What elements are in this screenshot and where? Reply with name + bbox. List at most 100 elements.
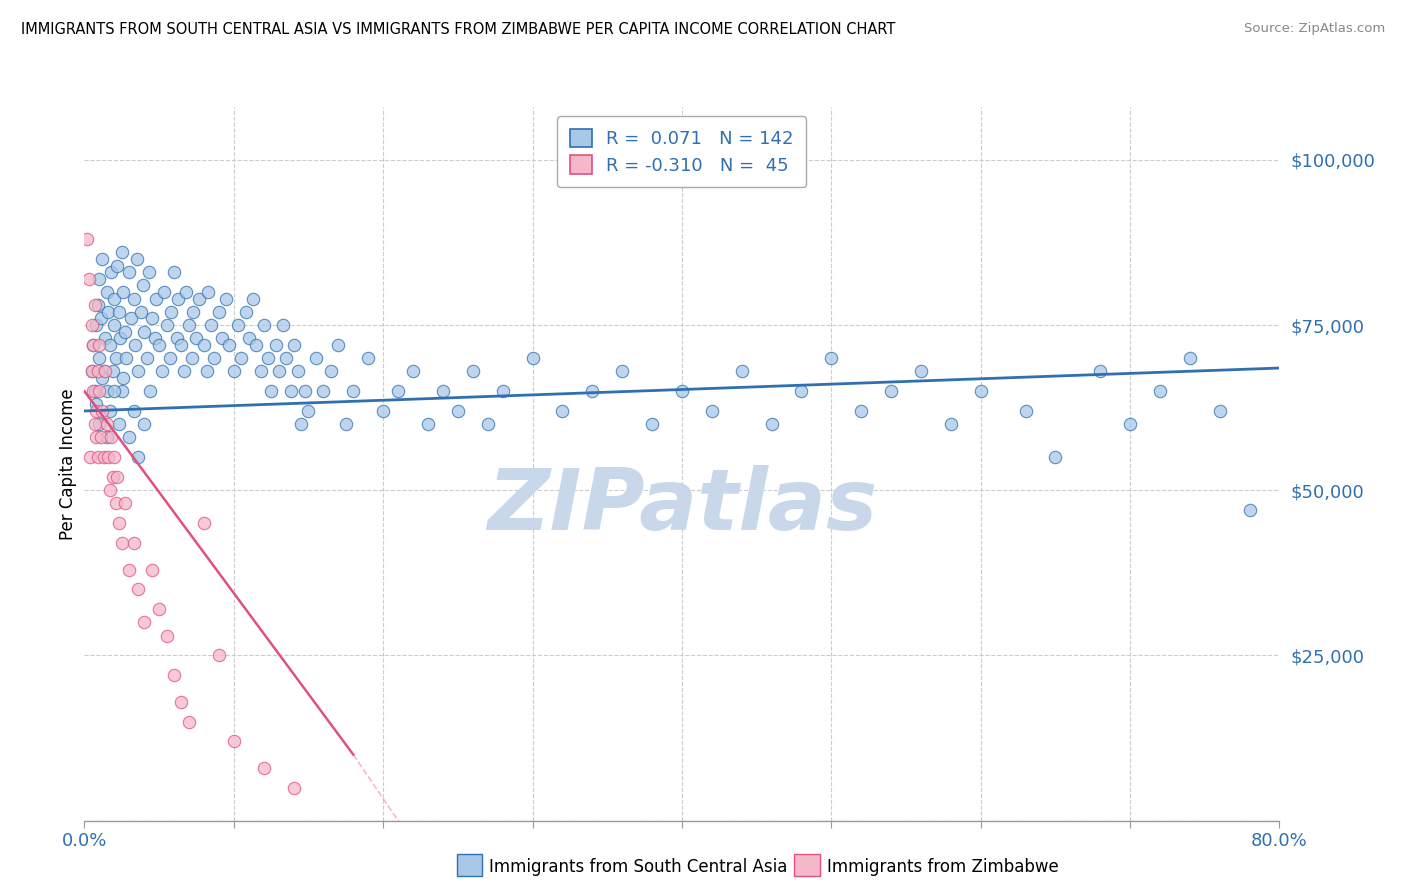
Point bbox=[880, 384, 903, 399]
Point bbox=[103, 450, 125, 465]
Point bbox=[76, 232, 98, 246]
Point bbox=[342, 384, 364, 399]
Point bbox=[170, 695, 193, 709]
Point bbox=[145, 292, 167, 306]
Point bbox=[312, 384, 335, 399]
Point bbox=[939, 417, 962, 432]
Point bbox=[132, 615, 156, 630]
Point bbox=[280, 384, 302, 399]
Point bbox=[82, 384, 104, 399]
Point bbox=[155, 629, 177, 643]
Point bbox=[242, 292, 264, 306]
Point bbox=[98, 404, 121, 418]
Point bbox=[180, 351, 202, 365]
Point bbox=[294, 384, 316, 399]
Point bbox=[107, 417, 129, 432]
Point bbox=[80, 364, 103, 378]
Point bbox=[104, 496, 127, 510]
Point bbox=[274, 351, 297, 365]
Point bbox=[208, 648, 231, 663]
Point bbox=[111, 536, 134, 550]
Point bbox=[100, 265, 122, 279]
Point bbox=[125, 252, 148, 266]
Point bbox=[159, 351, 181, 365]
Point bbox=[93, 364, 115, 378]
Point bbox=[188, 292, 211, 306]
Point bbox=[1239, 503, 1261, 517]
Point bbox=[86, 318, 108, 332]
Point bbox=[110, 331, 132, 345]
Point bbox=[141, 311, 163, 326]
Point bbox=[253, 761, 276, 775]
Point bbox=[700, 404, 723, 418]
Text: IMMIGRANTS FROM SOUTH CENTRAL ASIA VS IMMIGRANTS FROM ZIMBABWE PER CAPITA INCOME: IMMIGRANTS FROM SOUTH CENTRAL ASIA VS IM… bbox=[21, 22, 896, 37]
Point bbox=[1088, 364, 1111, 378]
Point bbox=[522, 351, 544, 365]
Point bbox=[89, 351, 111, 365]
Point bbox=[461, 364, 484, 378]
Point bbox=[118, 563, 141, 577]
Point bbox=[173, 364, 195, 378]
Point bbox=[551, 404, 574, 418]
Point bbox=[86, 397, 108, 411]
Point bbox=[104, 351, 127, 365]
Point bbox=[138, 265, 160, 279]
Point bbox=[83, 298, 105, 312]
Point bbox=[132, 325, 156, 339]
Point bbox=[114, 325, 136, 339]
Point bbox=[103, 292, 125, 306]
Point bbox=[91, 252, 114, 266]
Point bbox=[103, 318, 125, 332]
Point bbox=[141, 563, 163, 577]
Point bbox=[90, 311, 112, 326]
Point bbox=[86, 404, 108, 418]
Text: Source: ZipAtlas.com: Source: ZipAtlas.com bbox=[1244, 22, 1385, 36]
Point bbox=[87, 450, 110, 465]
Point bbox=[222, 364, 245, 378]
Point bbox=[226, 318, 249, 332]
Point bbox=[257, 351, 280, 365]
Point bbox=[89, 417, 111, 432]
Point bbox=[155, 318, 177, 332]
Point bbox=[120, 311, 142, 326]
Point bbox=[671, 384, 693, 399]
Point bbox=[910, 364, 932, 378]
Point bbox=[287, 364, 309, 378]
Point bbox=[641, 417, 664, 432]
Y-axis label: Per Capita Income: Per Capita Income bbox=[59, 388, 77, 540]
Point bbox=[115, 351, 138, 365]
Point bbox=[245, 338, 267, 352]
Point bbox=[447, 404, 470, 418]
Point bbox=[82, 338, 104, 352]
Point bbox=[186, 331, 208, 345]
Point bbox=[112, 285, 135, 299]
Point bbox=[581, 384, 603, 399]
Point bbox=[122, 292, 145, 306]
Point bbox=[1045, 450, 1067, 465]
Point bbox=[90, 430, 112, 444]
Point bbox=[222, 734, 245, 748]
Point bbox=[94, 331, 117, 345]
Point bbox=[271, 318, 294, 332]
Point bbox=[260, 384, 283, 399]
Point bbox=[208, 305, 231, 319]
Point bbox=[235, 305, 257, 319]
Point bbox=[183, 305, 205, 319]
Point bbox=[107, 305, 129, 319]
Point bbox=[305, 351, 328, 365]
Point bbox=[103, 384, 125, 399]
Point bbox=[200, 318, 222, 332]
Point bbox=[129, 305, 152, 319]
Point bbox=[166, 331, 188, 345]
Point bbox=[118, 430, 141, 444]
Point bbox=[238, 331, 260, 345]
Point bbox=[1208, 404, 1232, 418]
Point bbox=[89, 338, 111, 352]
Point bbox=[97, 305, 120, 319]
Point bbox=[167, 292, 190, 306]
Point bbox=[174, 285, 197, 299]
Point bbox=[761, 417, 783, 432]
Point bbox=[177, 318, 200, 332]
Point bbox=[231, 351, 253, 365]
Point bbox=[91, 371, 114, 385]
